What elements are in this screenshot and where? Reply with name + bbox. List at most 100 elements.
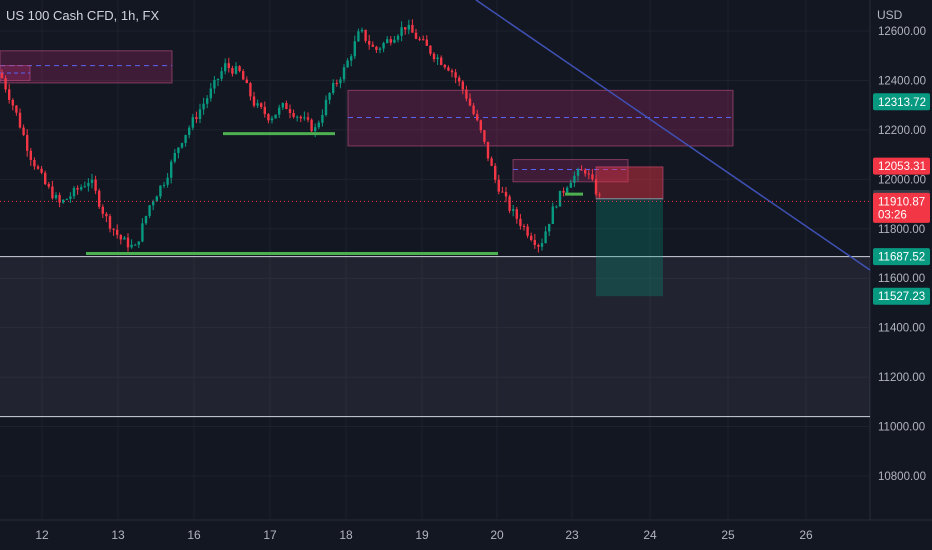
candle-body	[494, 165, 497, 180]
price-label: 12313.72	[873, 93, 930, 111]
candle-body	[519, 218, 522, 226]
y-tick-label: 12200.00	[878, 125, 926, 137]
candle-body	[584, 170, 587, 174]
candle-body	[173, 152, 176, 162]
price-axis[interactable]: 12600.00 12400.00 12200.00 12000.00 11800.00…	[878, 26, 926, 483]
price-label-bg	[873, 287, 930, 305]
candle-body	[83, 186, 86, 188]
candle-body	[386, 39, 389, 44]
candle-body	[436, 57, 439, 60]
candle-body	[134, 244, 137, 246]
zone-layer	[0, 50, 870, 418]
candle-body	[90, 179, 94, 183]
candle-body	[483, 130, 486, 142]
resistance-zone	[595, 166, 664, 200]
candle-body	[119, 234, 122, 240]
candle-body	[537, 244, 540, 247]
candle-body	[220, 71, 223, 79]
candle-body	[8, 89, 11, 100]
candle-body	[281, 103, 284, 108]
candle-body	[339, 79, 342, 84]
candle-body	[375, 46, 378, 50]
y-tick-label: 11600.00	[878, 273, 925, 285]
candle-body	[576, 169, 580, 176]
candle-body	[148, 205, 151, 216]
candle-body	[533, 239, 536, 245]
candle-body	[468, 98, 472, 106]
y-tick-label: 11200.00	[878, 372, 925, 384]
candle-body	[198, 109, 202, 119]
candle-body	[594, 179, 598, 195]
candle-body	[555, 206, 558, 208]
grid-layer	[0, 0, 870, 520]
candle-body	[317, 122, 320, 128]
trendline	[475, 0, 871, 271]
time-axis[interactable]: 12 13 16 17 18 19 20 23 24 25 26	[35, 528, 813, 542]
candle-body	[65, 198, 68, 200]
candle-body	[0, 73, 4, 79]
candle-body	[400, 27, 403, 36]
y-tick-label: 11400.00	[878, 323, 925, 335]
candle-body	[11, 99, 14, 106]
candle-body	[580, 169, 583, 171]
candle-body	[76, 188, 79, 190]
candle-body	[486, 141, 490, 159]
candle-body	[404, 27, 407, 30]
candle-body	[180, 143, 184, 148]
candle-body	[162, 184, 166, 186]
candle-body	[350, 56, 353, 61]
candle-body	[94, 179, 97, 191]
candle-body	[108, 216, 112, 229]
candle-body	[195, 117, 198, 119]
resistance-zone	[347, 89, 734, 147]
price-label: 11687.52	[873, 248, 930, 266]
candle-body	[155, 196, 158, 202]
price-label-text: 12053.31	[878, 161, 926, 173]
candle-body	[447, 67, 450, 71]
candle-body	[166, 177, 169, 185]
candle-body	[598, 194, 601, 196]
candle-body	[292, 112, 295, 117]
candle-body	[389, 39, 392, 43]
price-label-bg	[873, 157, 930, 175]
x-tick-label: 13	[111, 528, 125, 542]
candle-body	[332, 82, 335, 93]
candle-body	[566, 187, 569, 193]
candle-body	[242, 71, 245, 80]
price-label-text: 12313.72	[878, 97, 926, 109]
candle-body	[425, 39, 428, 46]
candle-body	[252, 96, 256, 106]
price-label-bg	[873, 248, 930, 266]
candle-body	[191, 117, 194, 128]
symbol-title[interactable]: US 100 Cash CFD, 1h, FX	[6, 8, 160, 23]
y-tick-label: 11000.00	[878, 422, 925, 434]
candle-body	[378, 48, 382, 50]
candle-body	[490, 158, 493, 166]
candle-body	[504, 191, 508, 197]
countdown-text: 03:26	[878, 209, 907, 221]
candle-body	[342, 67, 346, 80]
candle-body	[33, 159, 36, 167]
candle-body	[515, 209, 518, 219]
candle-body	[368, 40, 371, 45]
x-tick-label: 16	[187, 528, 201, 542]
price-label: 12053.31	[873, 157, 930, 175]
x-tick-label: 19	[415, 528, 429, 542]
price-label-text: 11910.87	[878, 196, 925, 208]
candle-body	[573, 175, 576, 183]
candle-body	[432, 53, 436, 60]
x-tick-label: 20	[490, 528, 504, 542]
candle-body	[530, 235, 533, 240]
candle-body	[238, 66, 241, 72]
candle-body	[249, 83, 252, 97]
candle-body	[245, 79, 248, 84]
candle-body	[256, 103, 259, 106]
candle-body	[458, 77, 461, 82]
candle-body	[209, 88, 212, 99]
candle-body	[101, 206, 104, 214]
candle-body	[152, 201, 155, 206]
candle-body	[306, 117, 310, 120]
